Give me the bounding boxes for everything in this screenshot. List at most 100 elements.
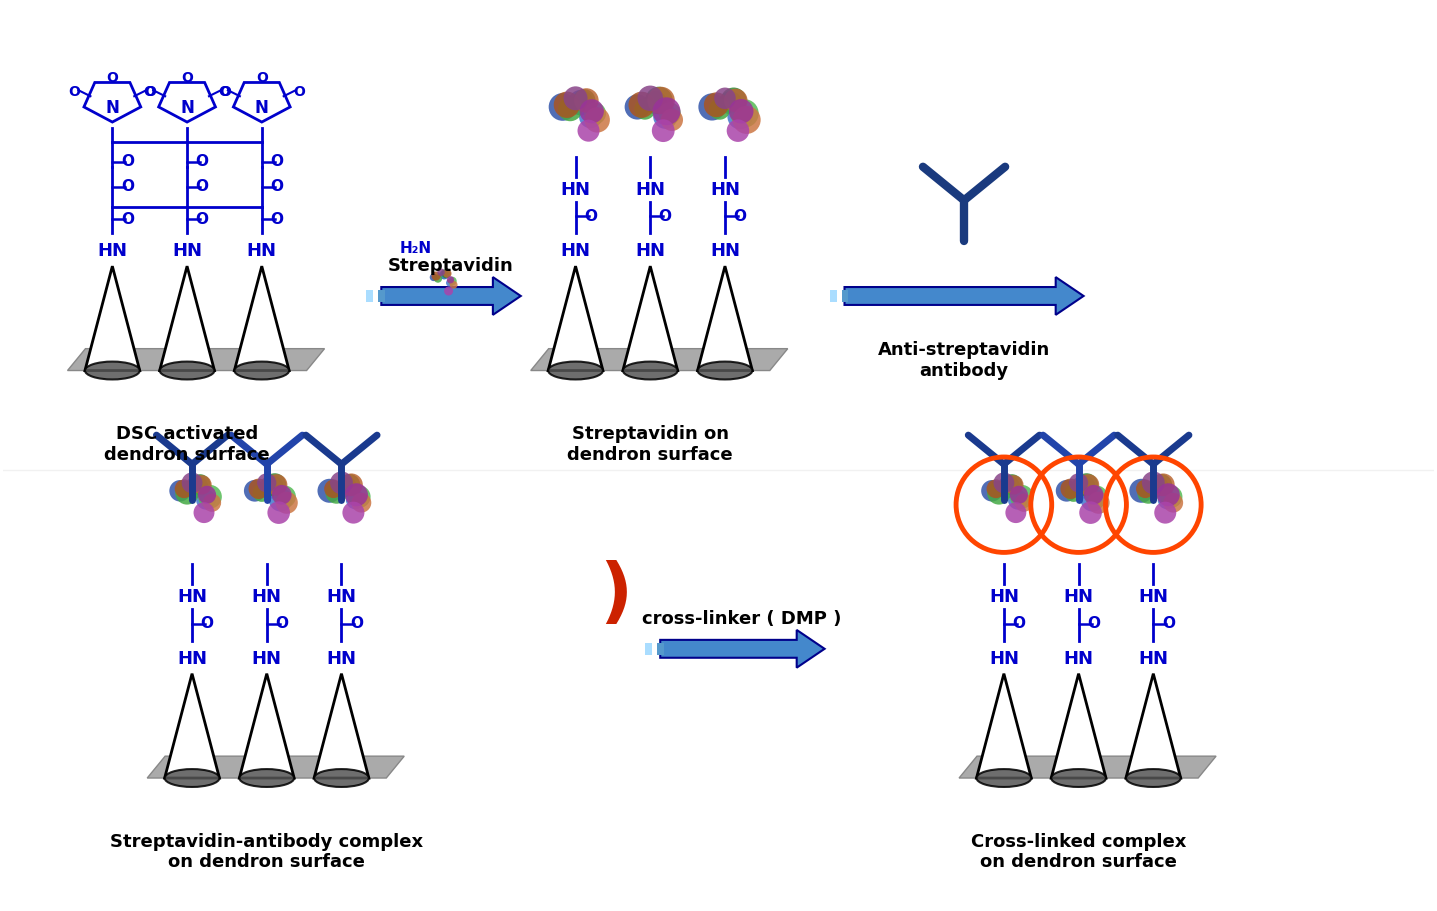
Text: HN: HN [326, 589, 356, 606]
Text: HN: HN [251, 650, 282, 668]
Circle shape [318, 479, 342, 503]
Ellipse shape [547, 362, 604, 380]
Circle shape [263, 473, 286, 496]
Ellipse shape [160, 362, 214, 380]
Polygon shape [240, 673, 295, 778]
Circle shape [1164, 493, 1183, 513]
Circle shape [730, 99, 759, 128]
FancyArrow shape [845, 277, 1083, 315]
Circle shape [1085, 486, 1108, 508]
FancyArrow shape [660, 630, 825, 668]
Circle shape [585, 107, 609, 133]
Text: O: O [121, 212, 134, 227]
Text: O: O [121, 154, 134, 169]
Circle shape [720, 87, 747, 113]
Circle shape [194, 502, 214, 523]
Circle shape [1088, 492, 1109, 514]
Circle shape [1137, 479, 1155, 498]
Circle shape [724, 88, 747, 112]
Text: HN: HN [635, 180, 665, 199]
Circle shape [1010, 485, 1033, 508]
Circle shape [644, 91, 667, 114]
Circle shape [352, 493, 371, 513]
Circle shape [244, 480, 266, 502]
Ellipse shape [697, 362, 753, 380]
Circle shape [729, 99, 753, 124]
Circle shape [249, 478, 269, 499]
Circle shape [339, 474, 361, 496]
Text: O: O [349, 617, 364, 631]
Bar [378, 290, 385, 302]
Circle shape [260, 475, 283, 498]
Circle shape [563, 87, 588, 110]
Circle shape [1148, 476, 1168, 497]
Text: ): ) [599, 559, 632, 629]
Polygon shape [958, 756, 1216, 778]
Ellipse shape [85, 362, 139, 380]
Circle shape [638, 86, 662, 111]
Circle shape [652, 119, 674, 142]
Text: O: O [583, 209, 596, 224]
Circle shape [1083, 485, 1104, 505]
Circle shape [170, 480, 191, 502]
Text: N: N [180, 99, 194, 118]
Text: Streptavidin: Streptavidin [388, 257, 514, 275]
Text: HN: HN [251, 589, 282, 606]
Text: HN: HN [177, 650, 207, 668]
Text: HN: HN [247, 242, 277, 261]
Circle shape [1158, 490, 1177, 509]
Circle shape [1072, 475, 1095, 498]
Circle shape [331, 472, 354, 495]
Circle shape [1002, 475, 1023, 496]
Polygon shape [977, 673, 1032, 778]
Circle shape [253, 484, 272, 502]
Polygon shape [622, 266, 678, 371]
Text: O: O [733, 209, 746, 224]
Circle shape [549, 93, 576, 121]
Circle shape [276, 492, 297, 514]
FancyArrow shape [381, 277, 520, 315]
Circle shape [190, 475, 211, 496]
Circle shape [1006, 502, 1026, 523]
Text: O: O [106, 71, 118, 86]
Circle shape [273, 486, 296, 508]
Circle shape [203, 494, 221, 512]
Circle shape [704, 92, 729, 118]
Circle shape [348, 486, 371, 508]
Circle shape [198, 485, 221, 508]
Circle shape [272, 485, 292, 505]
Circle shape [175, 481, 198, 505]
Text: N: N [254, 99, 269, 118]
Text: HN: HN [710, 242, 740, 261]
Circle shape [997, 476, 1020, 498]
Polygon shape [85, 266, 139, 371]
Text: HN: HN [989, 650, 1019, 668]
Circle shape [193, 476, 211, 495]
Text: HN: HN [1063, 650, 1094, 668]
Circle shape [573, 89, 595, 112]
Text: O: O [144, 86, 157, 99]
Circle shape [336, 476, 356, 497]
Text: H₂N: H₂N [399, 241, 433, 256]
Text: O: O [1086, 617, 1101, 631]
Text: HN: HN [560, 180, 591, 199]
Circle shape [647, 87, 675, 114]
Text: HN: HN [635, 242, 665, 261]
Circle shape [430, 273, 437, 281]
Text: Cross-linked complex
on dendron surface: Cross-linked complex on dendron surface [971, 833, 1187, 872]
Circle shape [445, 279, 454, 287]
Text: HN: HN [326, 650, 356, 668]
Text: Streptavidin on
dendron surface: Streptavidin on dendron surface [568, 425, 733, 464]
Text: O: O [195, 179, 208, 194]
Polygon shape [697, 266, 753, 371]
Circle shape [447, 276, 454, 283]
Text: HN: HN [177, 589, 207, 606]
Text: DSC activated
dendron surface: DSC activated dendron surface [105, 425, 270, 464]
Text: HN: HN [98, 242, 128, 261]
Polygon shape [234, 266, 289, 371]
Circle shape [718, 91, 741, 114]
Circle shape [1015, 494, 1033, 512]
Circle shape [1010, 486, 1027, 504]
Circle shape [267, 501, 290, 524]
Circle shape [1069, 473, 1088, 493]
